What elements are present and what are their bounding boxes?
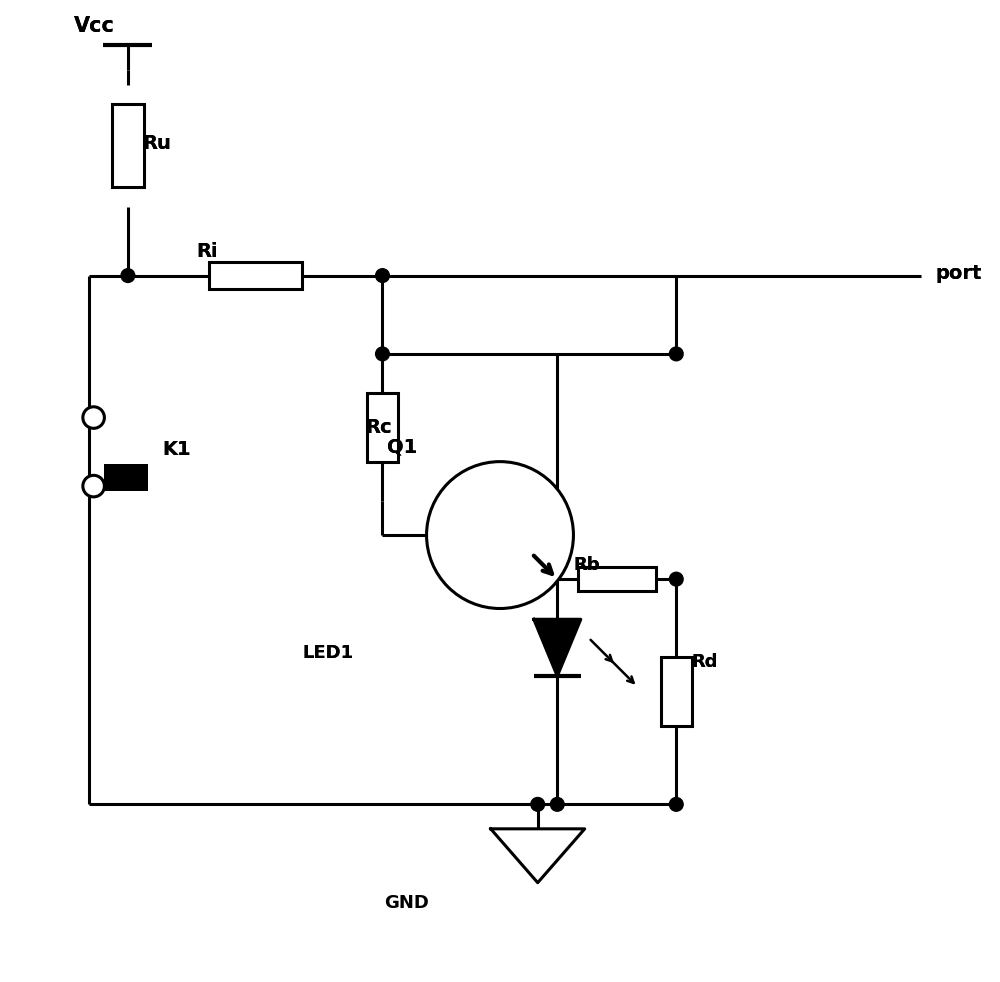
Text: Rc: Rc [366, 418, 392, 437]
Text: port: port [936, 264, 982, 283]
Text: Vcc: Vcc [74, 16, 115, 35]
Bar [578, 567, 656, 591]
Text: Vcc: Vcc [74, 16, 115, 35]
Circle shape [376, 269, 389, 283]
Text: port: port [936, 264, 982, 283]
Text: Q1: Q1 [387, 438, 418, 457]
Polygon shape [491, 829, 585, 883]
Text: Q1: Q1 [387, 438, 418, 457]
Text: Ru: Ru [143, 134, 171, 153]
Bar [661, 658, 692, 726]
Circle shape [83, 407, 104, 428]
Text: Ri: Ri [196, 242, 218, 261]
Text: LED1: LED1 [302, 643, 353, 662]
Text: Rc: Rc [366, 418, 392, 437]
Text: Rb: Rb [573, 556, 600, 574]
Circle shape [669, 797, 683, 811]
Text: Ri: Ri [196, 242, 218, 261]
Text: K1: K1 [162, 440, 191, 460]
Text: Rd: Rd [691, 653, 717, 672]
Circle shape [427, 462, 573, 609]
Circle shape [669, 573, 683, 586]
Circle shape [550, 797, 564, 811]
Circle shape [531, 797, 545, 811]
Text: LED1: LED1 [302, 643, 353, 662]
Circle shape [669, 347, 683, 360]
Text: Ru: Ru [143, 134, 171, 153]
Text: GND: GND [385, 895, 429, 912]
Bar [104, 464, 148, 491]
Polygon shape [534, 620, 581, 676]
Text: Rd: Rd [691, 653, 717, 672]
Circle shape [121, 269, 135, 283]
Text: Rb: Rb [573, 556, 600, 574]
Circle shape [376, 347, 389, 360]
Bar [112, 104, 144, 188]
Bar [209, 262, 302, 290]
Bar [367, 393, 398, 462]
Text: K1: K1 [162, 440, 191, 460]
Circle shape [83, 475, 104, 497]
